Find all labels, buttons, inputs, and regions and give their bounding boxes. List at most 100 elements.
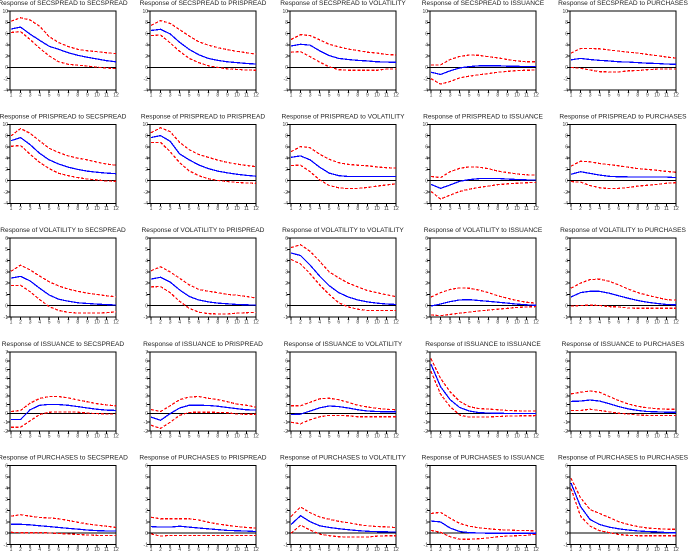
svg-text:4: 4: [38, 93, 41, 99]
svg-text:7: 7: [67, 320, 70, 326]
svg-text:3: 3: [565, 497, 568, 503]
svg-text:4: 4: [145, 258, 148, 264]
svg-text:1: 1: [150, 434, 153, 440]
svg-text:1: 1: [10, 93, 13, 99]
svg-text:-1: -1: [424, 315, 429, 321]
svg-text:4: 4: [458, 434, 461, 440]
svg-text:1: 1: [10, 434, 13, 440]
svg-text:3: 3: [309, 320, 312, 326]
svg-text:2: 2: [299, 320, 302, 326]
svg-text:9: 9: [646, 206, 649, 212]
svg-text:3: 3: [145, 270, 148, 276]
svg-text:8: 8: [76, 547, 79, 552]
svg-text:11: 11: [664, 320, 669, 326]
svg-text:5: 5: [48, 434, 51, 440]
svg-text:3: 3: [449, 434, 452, 440]
svg-text:4: 4: [5, 43, 8, 49]
svg-text:7: 7: [207, 434, 210, 440]
svg-text:5: 5: [468, 320, 471, 326]
svg-text:1: 1: [425, 520, 428, 526]
svg-text:10: 10: [422, 122, 428, 128]
svg-text:1: 1: [150, 206, 153, 212]
svg-text:5: 5: [285, 247, 288, 253]
svg-text:0: 0: [285, 304, 288, 310]
svg-text:2: 2: [159, 93, 162, 99]
svg-text:3: 3: [449, 547, 452, 552]
svg-text:3: 3: [449, 93, 452, 99]
svg-text:0: 0: [565, 531, 568, 537]
svg-text:2: 2: [565, 54, 568, 60]
svg-text:2: 2: [159, 206, 162, 212]
svg-text:12: 12: [533, 206, 539, 212]
svg-text:6: 6: [197, 93, 200, 99]
svg-text:8: 8: [5, 20, 8, 26]
svg-text:4: 4: [598, 93, 601, 99]
svg-text:5: 5: [328, 434, 331, 440]
svg-text:10: 10: [374, 320, 380, 326]
svg-text:10: 10: [234, 320, 240, 326]
svg-text:2: 2: [565, 167, 568, 173]
svg-text:2: 2: [299, 93, 302, 99]
svg-text:6: 6: [145, 236, 148, 242]
svg-text:12: 12: [393, 206, 399, 212]
svg-text:Response of ISSUANCE to PRISPR: Response of ISSUANCE to PRISPREAD: [143, 341, 263, 348]
svg-text:3: 3: [309, 434, 312, 440]
svg-text:12: 12: [253, 434, 259, 440]
svg-text:9: 9: [506, 320, 509, 326]
svg-text:5: 5: [5, 367, 8, 373]
svg-text:2: 2: [299, 547, 302, 552]
svg-text:1: 1: [285, 292, 288, 298]
svg-text:Response of SECSPREAD to PRISP: Response of SECSPREAD to PRISPREAD: [140, 0, 267, 7]
svg-text:8: 8: [285, 20, 288, 26]
svg-text:1: 1: [290, 93, 293, 99]
svg-text:2: 2: [425, 167, 428, 173]
svg-text:4: 4: [285, 156, 288, 162]
svg-text:6: 6: [145, 463, 148, 469]
svg-text:10: 10: [654, 547, 660, 552]
svg-text:0: 0: [285, 531, 288, 537]
svg-text:11: 11: [104, 206, 109, 212]
svg-text:0: 0: [425, 65, 428, 71]
svg-text:12: 12: [673, 547, 679, 552]
svg-text:5: 5: [285, 475, 288, 481]
svg-text:10: 10: [562, 122, 568, 128]
svg-text:8: 8: [356, 547, 359, 552]
svg-text:11: 11: [384, 206, 389, 212]
svg-text:4: 4: [285, 258, 288, 264]
svg-text:2: 2: [425, 394, 428, 400]
svg-text:6: 6: [5, 359, 8, 365]
svg-text:7: 7: [487, 320, 490, 326]
svg-text:11: 11: [524, 547, 529, 552]
svg-text:0: 0: [565, 179, 568, 185]
svg-text:2: 2: [19, 93, 22, 99]
svg-text:6: 6: [145, 145, 148, 151]
svg-text:2: 2: [579, 320, 582, 326]
svg-text:0: 0: [565, 304, 568, 310]
svg-text:6: 6: [57, 547, 60, 552]
svg-text:12: 12: [673, 93, 679, 99]
svg-text:10: 10: [654, 320, 660, 326]
svg-text:11: 11: [104, 320, 109, 326]
svg-text:9: 9: [506, 93, 509, 99]
svg-text:-4: -4: [4, 201, 9, 207]
svg-text:5: 5: [425, 475, 428, 481]
svg-text:2: 2: [285, 281, 288, 287]
svg-text:12: 12: [113, 547, 119, 552]
svg-text:6: 6: [337, 206, 340, 212]
svg-text:10: 10: [94, 206, 100, 212]
svg-text:-1: -1: [284, 420, 289, 426]
svg-text:5: 5: [285, 367, 288, 373]
svg-text:8: 8: [636, 206, 639, 212]
svg-text:-1: -1: [144, 542, 149, 548]
svg-text:5: 5: [608, 547, 611, 552]
svg-text:12: 12: [113, 320, 119, 326]
svg-text:2: 2: [145, 54, 148, 60]
svg-text:1: 1: [290, 434, 293, 440]
svg-text:6: 6: [477, 320, 480, 326]
svg-text:Response of VOLATILITY to PRIS: Response of VOLATILITY to PRISPREAD: [142, 227, 265, 234]
svg-text:4: 4: [5, 376, 8, 382]
svg-text:3: 3: [169, 93, 172, 99]
svg-text:7: 7: [207, 93, 210, 99]
svg-text:1: 1: [290, 320, 293, 326]
svg-text:10: 10: [562, 9, 568, 15]
